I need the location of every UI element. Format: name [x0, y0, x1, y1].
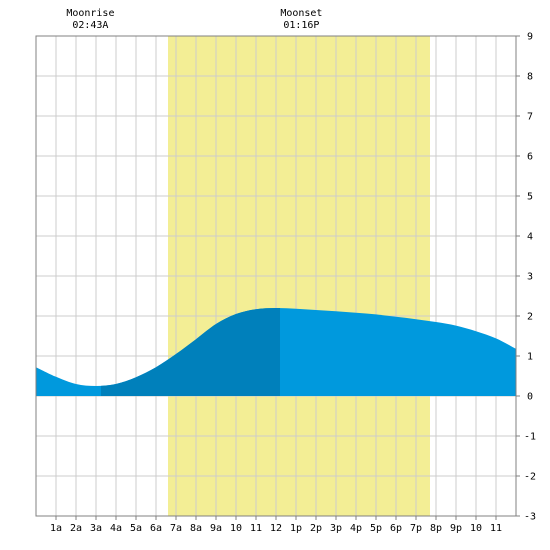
- tide-area-highlight: [101, 307, 280, 396]
- y-tick-label: 2: [527, 312, 533, 323]
- y-tick-label: 4: [527, 232, 533, 243]
- x-tick-label: 10: [470, 523, 482, 534]
- grid: [36, 36, 516, 516]
- x-tick-label: 1a: [50, 523, 62, 534]
- y-tick-label: -3: [524, 512, 536, 523]
- y-tick-label: -1: [524, 432, 536, 443]
- x-tick-label: 4p: [350, 523, 362, 534]
- y-tick-label: -2: [524, 472, 536, 483]
- moon-event-time: 02:43A: [72, 20, 108, 31]
- x-tick-label: 6a: [150, 523, 162, 534]
- x-axis: 1a 2a 3a 4a 5a 6a 7a 8a 9a 10 11 12 1p 2p 3p 4p 5p 6p 7p 8p…: [50, 516, 502, 534]
- x-tick-label: 8a: [190, 523, 202, 534]
- x-tick-label: 11: [250, 523, 262, 534]
- x-tick-label: 5p: [370, 523, 382, 534]
- y-tick-label: 6: [527, 152, 533, 163]
- y-tick-label: 1: [527, 352, 533, 363]
- y-tick-label: 5: [527, 192, 533, 203]
- y-tick-label: 9: [527, 32, 533, 43]
- x-tick-label: 3a: [90, 523, 102, 534]
- x-tick-label: 5a: [130, 523, 142, 534]
- x-tick-label: 10: [230, 523, 242, 534]
- moon-event-name: Moonset: [280, 8, 322, 19]
- x-tick-label: 11: [490, 523, 502, 534]
- y-tick-label: 3: [527, 272, 533, 283]
- x-tick-label: 12: [270, 523, 282, 534]
- x-tick-label: 9a: [210, 523, 222, 534]
- y-axis: -3 -2 -1 0 1 2 3 4 5 6 7 8 9: [516, 32, 536, 523]
- y-tick-label: 7: [527, 112, 533, 123]
- x-tick-label: 9p: [450, 523, 462, 534]
- moon-event-time: 01:16P: [283, 20, 319, 31]
- x-tick-label: 8p: [430, 523, 442, 534]
- moon-event-name: Moonrise: [66, 8, 114, 19]
- x-tick-label: 4a: [110, 523, 122, 534]
- y-tick-label: 8: [527, 72, 533, 83]
- x-tick-label: 7a: [170, 523, 182, 534]
- y-tick-label: 0: [527, 392, 533, 403]
- x-tick-label: 6p: [390, 523, 402, 534]
- x-tick-label: 7p: [410, 523, 422, 534]
- x-tick-label: 3p: [330, 523, 342, 534]
- x-tick-label: 2a: [70, 523, 82, 534]
- x-tick-label: 2p: [310, 523, 322, 534]
- x-tick-label: 1p: [290, 523, 302, 534]
